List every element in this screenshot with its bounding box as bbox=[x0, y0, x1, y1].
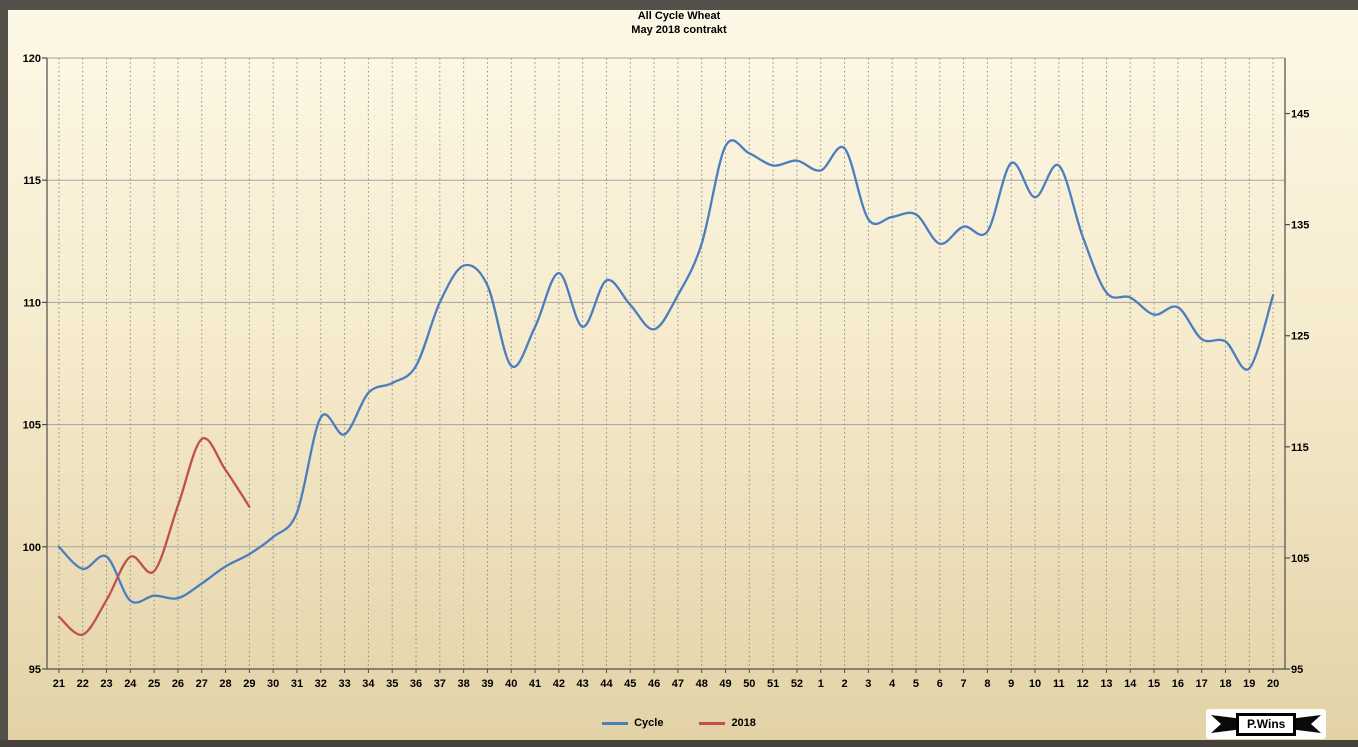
x-axis-tick-label: 35 bbox=[386, 678, 398, 690]
x-axis-tick-label: 8 bbox=[984, 678, 990, 690]
x-axis-tick-label: 12 bbox=[1077, 678, 1089, 690]
x-axis-tick-label: 17 bbox=[1196, 678, 1208, 690]
x-axis-tick-label: 23 bbox=[100, 678, 112, 690]
x-axis-tick-label: 32 bbox=[315, 678, 327, 690]
x-axis-tick-label: 26 bbox=[172, 678, 184, 690]
x-axis-tick-label: 7 bbox=[961, 678, 967, 690]
left-axis-tick-label: 100 bbox=[23, 542, 41, 554]
x-axis-tick-label: 49 bbox=[719, 678, 731, 690]
x-axis-tick-label: 44 bbox=[600, 678, 613, 690]
right-axis-tick-label: 135 bbox=[1291, 220, 1309, 232]
x-axis-tick-label: 31 bbox=[291, 678, 303, 690]
x-axis-tick-label: 5 bbox=[913, 678, 919, 690]
bottom-edge-strip bbox=[0, 740, 1358, 747]
legend-item-2018: 2018 bbox=[699, 717, 756, 729]
chart-title-line2: May 2018 contrakt bbox=[631, 24, 727, 36]
x-axis-tick-label: 20 bbox=[1267, 678, 1279, 690]
right-axis-tick-label: 145 bbox=[1291, 109, 1309, 121]
x-axis-tick-label: 9 bbox=[1008, 678, 1014, 690]
left-axis-tick-label: 95 bbox=[29, 664, 41, 676]
x-axis-tick-label: 40 bbox=[505, 678, 517, 690]
x-axis-tick-label: 38 bbox=[458, 678, 470, 690]
x-axis-tick-label: 42 bbox=[553, 678, 565, 690]
x-axis-tick-label: 41 bbox=[529, 678, 541, 690]
x-axis-tick-label: 30 bbox=[267, 678, 279, 690]
x-axis-tick-label: 39 bbox=[481, 678, 493, 690]
x-axis-tick-label: 18 bbox=[1219, 678, 1231, 690]
x-axis-tick-label: 1 bbox=[818, 678, 824, 690]
x-axis-tick-label: 3 bbox=[865, 678, 871, 690]
series-line-cycle bbox=[57, 139, 1275, 604]
x-axis-tick-label: 46 bbox=[648, 678, 660, 690]
left-axis-tick-label: 110 bbox=[23, 297, 41, 309]
logo-text: P.Wins bbox=[1236, 712, 1297, 736]
right-axis-tick-label: 105 bbox=[1291, 553, 1309, 565]
x-axis-tick-label: 14 bbox=[1124, 678, 1137, 690]
x-axis-tick-label: 43 bbox=[577, 678, 589, 690]
left-axis-tick-label: 105 bbox=[23, 420, 41, 432]
x-axis-tick-label: 11 bbox=[1053, 678, 1065, 690]
legend-label-cycle: Cycle bbox=[634, 717, 664, 729]
2018-line-sample-icon bbox=[699, 721, 726, 725]
x-axis-tick-label: 15 bbox=[1148, 678, 1160, 690]
x-axis-tick-label: 45 bbox=[624, 678, 636, 690]
left-axis-tick-label: 120 bbox=[23, 53, 41, 65]
x-axis-tick-label: 24 bbox=[124, 678, 137, 690]
gridlines bbox=[47, 57, 1285, 669]
x-axis-tick-label: 48 bbox=[696, 678, 708, 690]
x-axis-tick-label: 21 bbox=[53, 678, 65, 690]
x-axis-tick-label: 51 bbox=[767, 678, 779, 690]
x-axis-tick-label: 4 bbox=[889, 678, 896, 690]
legend-label-2018: 2018 bbox=[731, 717, 756, 729]
x-axis-tick-label: 34 bbox=[362, 678, 375, 690]
x-axis-tick-label: 50 bbox=[743, 678, 755, 690]
x-axis-tick-label: 47 bbox=[672, 678, 684, 690]
left-axis-tick-label: 115 bbox=[23, 175, 41, 187]
x-axis-tick-label: 37 bbox=[434, 678, 446, 690]
x-axis-tick-label: 36 bbox=[410, 678, 422, 690]
x-axis-tick-label: 28 bbox=[219, 678, 231, 690]
x-axis-tick-label: 2 bbox=[841, 678, 847, 690]
logo-right-ribbon-icon bbox=[1289, 715, 1322, 733]
x-axis-tick-label: 16 bbox=[1172, 678, 1184, 690]
top-edge bbox=[0, 0, 1358, 10]
chart-title: All Cycle Wheat May 2018 contrakt bbox=[0, 9, 1358, 37]
x-axis-tick-label: 29 bbox=[243, 678, 255, 690]
pwins-logo: P.Wins bbox=[1206, 709, 1327, 739]
x-axis-tick-label: 10 bbox=[1029, 678, 1041, 690]
x-axis-tick-label: 33 bbox=[338, 678, 350, 690]
cycle-line-sample-icon bbox=[602, 721, 629, 725]
chart-title-line1: All Cycle Wheat bbox=[637, 10, 721, 22]
series bbox=[57, 139, 1275, 636]
logo-left-ribbon-icon bbox=[1211, 715, 1243, 733]
right-axis-tick-label: 125 bbox=[1291, 331, 1309, 343]
x-axis-tick-label: 25 bbox=[148, 678, 160, 690]
x-axis-tick-label: 22 bbox=[77, 678, 89, 690]
legend: Cycle 2018 bbox=[0, 717, 1358, 729]
x-axis-tick-label: 27 bbox=[196, 678, 208, 690]
x-axis-tick-label: 19 bbox=[1243, 678, 1255, 690]
legend-item-cycle: Cycle bbox=[602, 717, 663, 729]
axes bbox=[42, 57, 1290, 673]
right-axis-tick-label: 95 bbox=[1291, 664, 1303, 676]
x-axis-tick-label: 13 bbox=[1100, 678, 1112, 690]
x-axis-tick-label: 52 bbox=[791, 678, 803, 690]
left-edge bbox=[0, 0, 8, 747]
x-axis-tick-label: 6 bbox=[937, 678, 943, 690]
right-axis-tick-label: 115 bbox=[1291, 442, 1309, 454]
series-line-2018 bbox=[57, 437, 251, 636]
